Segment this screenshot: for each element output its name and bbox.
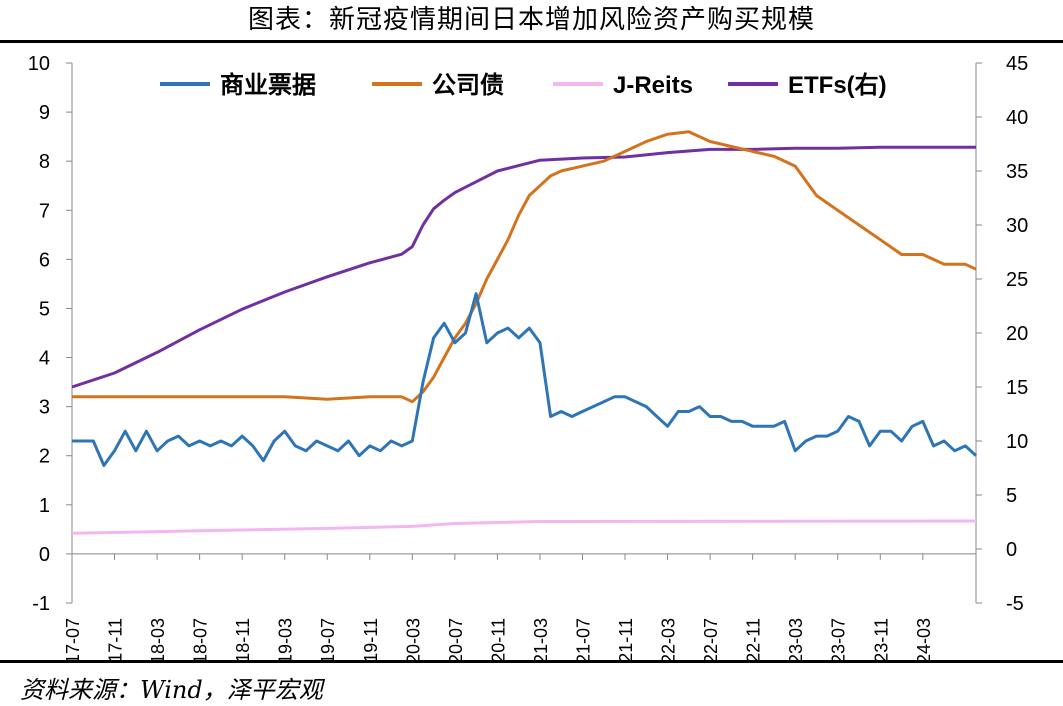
right-tick-label: 10 xyxy=(1006,431,1028,453)
left-tick-label: 8 xyxy=(39,151,50,173)
series-line-3 xyxy=(71,519,977,535)
x-tick-label: 2017-07 xyxy=(63,618,83,660)
left-tick-label: 4 xyxy=(39,348,50,370)
chart: -1012345678910-50510152025303540452017-0… xyxy=(28,53,1029,660)
legend-label-4: ETFs(右) xyxy=(788,72,887,99)
x-tick-label: 2021-03 xyxy=(531,618,551,660)
x-tick-label: 2022-03 xyxy=(659,618,679,660)
left-tick-label: 1 xyxy=(39,495,50,517)
left-tick-label: 3 xyxy=(39,397,50,419)
legend-label-2: 公司债 xyxy=(432,72,504,99)
legend-label-3: J-Reits xyxy=(613,72,693,99)
x-tick-label: 2020-11 xyxy=(488,618,508,660)
chart-title: 图表：新冠疫情期间日本增加风险资产购买规模 xyxy=(247,5,815,35)
x-tick-label: 2018-11 xyxy=(233,618,253,660)
left-tick-label: 9 xyxy=(39,102,50,124)
top-rule xyxy=(0,40,1063,43)
x-tick-label: 2019-11 xyxy=(361,618,381,660)
left-tick-label: 6 xyxy=(39,249,50,271)
series-line-4 xyxy=(71,145,976,389)
right-tick-label: -5 xyxy=(1006,593,1024,615)
legend-label-1: 商业票据 xyxy=(220,71,316,99)
x-tick-label: 2019-07 xyxy=(318,618,338,660)
x-tick-label: 2020-03 xyxy=(403,618,423,660)
x-tick-label: 2023-03 xyxy=(786,618,806,660)
x-tick-label: 2018-03 xyxy=(148,618,168,660)
right-tick-label: 35 xyxy=(1006,161,1028,183)
left-tick-label: 7 xyxy=(39,200,50,222)
x-tick-label: 2023-11 xyxy=(871,618,891,660)
x-tick-label: 2020-07 xyxy=(446,618,466,660)
x-tick-label: 2019-03 xyxy=(276,618,296,660)
right-tick-label: 30 xyxy=(1006,215,1028,237)
right-tick-label: 0 xyxy=(1006,539,1017,561)
source-note: 资料来源：Wind，泽平宏观 xyxy=(20,676,323,704)
right-tick-label: 45 xyxy=(1006,53,1028,75)
left-tick-label: -1 xyxy=(32,593,50,615)
x-tick-label: 2024-03 xyxy=(914,618,934,660)
left-tick-label: 5 xyxy=(39,298,50,320)
x-tick-label: 2017-11 xyxy=(106,618,126,660)
x-tick-label: 2018-07 xyxy=(191,618,211,660)
x-tick-label: 2022-11 xyxy=(744,618,764,660)
x-tick-label: 2021-11 xyxy=(616,618,636,660)
series-line-1 xyxy=(72,292,978,467)
x-tick-label: 2021-07 xyxy=(573,618,593,660)
right-tick-label: 15 xyxy=(1006,377,1028,399)
left-tick-label: 2 xyxy=(39,446,50,468)
right-tick-label: 20 xyxy=(1006,323,1028,345)
x-tick-label: 2022-07 xyxy=(701,618,721,660)
right-tick-label: 25 xyxy=(1006,269,1028,291)
series-line-2 xyxy=(72,130,977,404)
bottom-rule xyxy=(0,660,1063,663)
right-tick-label: 40 xyxy=(1006,107,1028,129)
right-tick-label: 5 xyxy=(1006,485,1017,507)
left-tick-label: 10 xyxy=(28,53,50,75)
x-tick-label: 2023-07 xyxy=(829,618,849,660)
left-tick-label: 0 xyxy=(39,544,50,566)
